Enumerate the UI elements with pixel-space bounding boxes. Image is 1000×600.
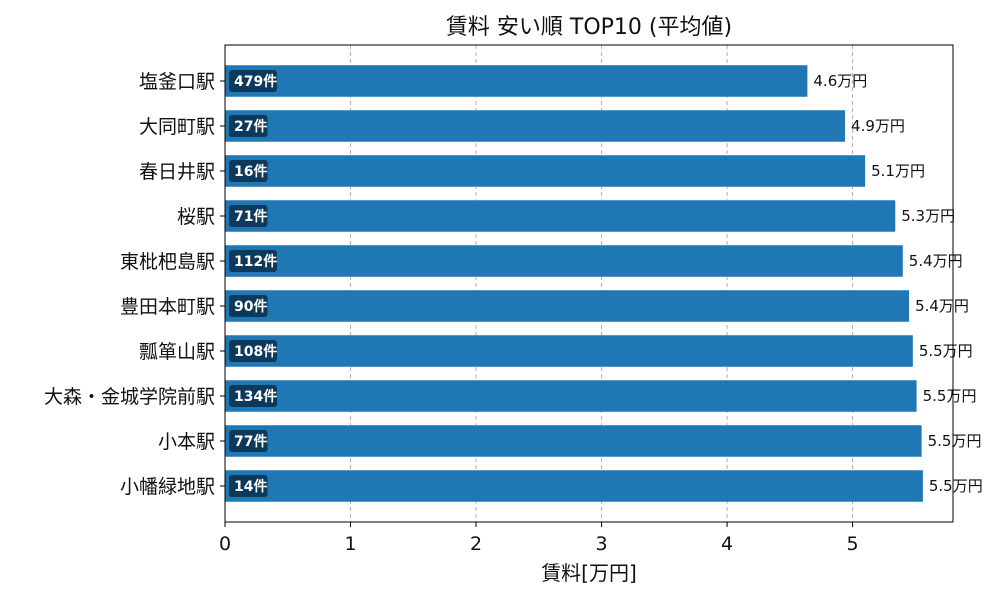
- count-badge: [229, 340, 277, 362]
- category-label: 塩釜口駅: [139, 71, 215, 93]
- category-label: 東枇杷島駅: [120, 251, 215, 273]
- value-label: 4.6万円: [813, 72, 867, 90]
- count-badge: [229, 250, 277, 272]
- bar: [225, 65, 808, 97]
- category-label: 豊田本町駅: [120, 296, 215, 318]
- count-label: 134件: [234, 388, 277, 405]
- bar: [225, 155, 866, 187]
- bar: [225, 470, 923, 502]
- value-label: 4.9万円: [851, 117, 905, 135]
- count-label: 479件: [234, 73, 277, 90]
- value-label: 5.5万円: [923, 387, 977, 405]
- count-label: 77件: [234, 433, 267, 450]
- count-badge: [229, 430, 268, 452]
- bar: [225, 425, 922, 457]
- value-label: 5.1万円: [871, 162, 925, 180]
- bar: [225, 245, 903, 277]
- bar: [225, 290, 910, 322]
- chart-title: 賃料 安い順 TOP10 (平均値): [446, 15, 732, 40]
- count-badge: [229, 385, 277, 407]
- value-label: 5.5万円: [928, 432, 982, 450]
- value-label: 5.5万円: [919, 342, 973, 360]
- count-label: 16件: [234, 163, 267, 180]
- value-label: 5.5万円: [929, 477, 983, 495]
- category-label: 小本駅: [158, 431, 215, 453]
- x-tick-label: 4: [721, 533, 733, 555]
- value-label: 5.4万円: [909, 252, 963, 270]
- x-tick-label: 1: [344, 533, 356, 555]
- bar: [225, 110, 846, 142]
- count-badge: [229, 70, 277, 92]
- value-label: 5.3万円: [901, 207, 955, 225]
- count-badge: [229, 295, 268, 317]
- bar: [225, 200, 896, 232]
- x-tick-label: 0: [219, 533, 231, 555]
- count-label: 27件: [234, 118, 267, 135]
- category-label: 大森・金城学院前駅: [44, 386, 215, 408]
- category-label: 春日井駅: [139, 161, 215, 183]
- count-badge: [229, 160, 268, 182]
- count-label: 71件: [234, 208, 267, 225]
- value-label: 5.4万円: [915, 297, 969, 315]
- category-label: 瓢箪山駅: [139, 341, 215, 363]
- count-label: 108件: [234, 343, 277, 360]
- count-badge: [229, 205, 268, 227]
- category-label: 桜駅: [177, 206, 215, 228]
- x-tick-label: 3: [596, 533, 608, 555]
- count-badge: [229, 475, 268, 497]
- category-label: 小幡緑地駅: [120, 476, 215, 498]
- count-label: 112件: [234, 253, 277, 270]
- category-label: 大同町駅: [139, 116, 215, 138]
- bar: [225, 380, 917, 412]
- count-label: 14件: [234, 478, 267, 495]
- count-label: 90件: [234, 298, 267, 315]
- x-tick-label: 5: [847, 533, 859, 555]
- count-badge: [229, 115, 268, 137]
- x-axis-label: 賃料[万円]: [541, 561, 637, 585]
- x-tick-label: 2: [470, 533, 482, 555]
- bar: [225, 335, 913, 367]
- x-axis-ticks: 0 1 2 3 4 5: [219, 522, 859, 555]
- plot-frame: [224, 44, 954, 523]
